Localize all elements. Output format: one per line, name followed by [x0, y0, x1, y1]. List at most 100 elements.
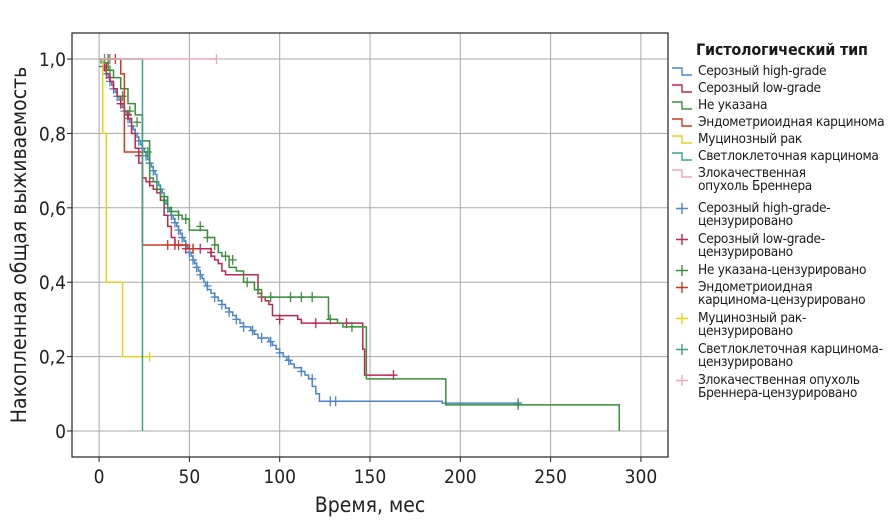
legend-item: Муцинозный рак — [668, 131, 894, 147]
legend-symbol — [676, 265, 688, 276]
legend-item: Злокачественная опухоль Бреннера — [668, 166, 894, 193]
censor-mark-3 — [174, 240, 183, 250]
censor-mark-1 — [196, 243, 205, 254]
legend-label: Муцинозный рак — [698, 131, 802, 147]
censor-mark-0 — [266, 336, 275, 347]
censor-mark-2 — [221, 251, 230, 262]
censor-mark-0 — [196, 269, 205, 280]
series-line-4 — [99, 58, 150, 358]
legend-label: Серозный low-grade — [698, 80, 821, 96]
censor-mark-0 — [284, 355, 293, 366]
legend-symbol — [672, 67, 692, 76]
censor-mark-0 — [170, 217, 179, 228]
legend-label: Муцинозный рак-цензурировано — [698, 310, 807, 339]
legend-item: Не указана — [668, 97, 894, 113]
censor-mark-2 — [203, 232, 212, 243]
censor-mark-2 — [347, 321, 356, 332]
x-tick-label: 100 — [263, 466, 296, 488]
censor-mark-2 — [118, 91, 127, 102]
legend-item: Серозный high-grade — [668, 63, 894, 79]
legend-label: Не указана-цензурировано — [698, 262, 867, 278]
legend-symbol — [676, 234, 688, 245]
legend-symbol-mark — [676, 375, 688, 386]
legend-label: Серозный high-grade-цензурировано — [698, 200, 831, 229]
x-axis: 0 50 100 150 200 250 300 — [94, 457, 657, 488]
y-axis-label: Накопленная общая выживаемость — [7, 67, 31, 423]
censor-mark-2 — [167, 206, 176, 217]
legend-label: Злокачественная опухоль Бреннера-цензурир… — [698, 372, 860, 401]
censor-mark-1 — [311, 318, 320, 329]
series-line-3 — [99, 58, 191, 249]
censor-mark-0 — [232, 314, 241, 325]
legend-symbol-mark — [676, 234, 688, 245]
legend-item: Светлоклеточная карцинома — [668, 148, 894, 164]
legend-item: Эндометриоидная карцинома — [668, 114, 894, 130]
legend-symbol — [676, 344, 688, 355]
legend-item: Эндометриоидная карцинома-цензурировано — [668, 280, 894, 307]
legend-label: Не указана — [698, 97, 768, 113]
censor-mark-2 — [174, 210, 183, 221]
censor-mark-0 — [134, 135, 143, 146]
censor-mark-0 — [225, 306, 234, 317]
legend-item: Светлоклеточная карцинома-цензурировано — [668, 341, 894, 370]
censor-mark-0 — [275, 347, 284, 358]
legend-symbol-mark — [676, 203, 688, 214]
legend-symbol-mark — [672, 169, 692, 178]
censor-mark-1 — [116, 98, 125, 109]
legend-symbol-mark — [672, 118, 692, 127]
y-axis: 0 0,2 0,4 0,6 0,8 1,0 — [39, 49, 72, 443]
censor-mark-0 — [331, 396, 340, 407]
censor-mark-2 — [210, 240, 219, 250]
censor-mark-0 — [178, 232, 187, 243]
legend-symbol — [672, 118, 692, 127]
legend-label: Светлоклеточная карцинома-цензурировано — [698, 341, 883, 370]
legend-symbol-mark — [672, 67, 692, 76]
legend-symbol — [676, 313, 688, 324]
censor-mark-0 — [189, 254, 198, 265]
censor-mark-2 — [143, 147, 152, 158]
censor-mark-0 — [217, 299, 226, 310]
legend-symbol-mark — [672, 152, 692, 161]
censor-mark-1 — [207, 247, 216, 258]
series-line-0 — [99, 58, 520, 404]
censor-mark-2 — [308, 292, 317, 303]
legend-symbol — [672, 135, 692, 144]
legend-symbol — [672, 84, 692, 93]
legend-symbol-mark — [676, 265, 688, 276]
x-tick-label: 250 — [534, 466, 567, 488]
censor-mark-0 — [297, 366, 306, 377]
legend-item: Серозный low-grade-цензурировано — [668, 231, 894, 260]
legend-symbol-mark — [672, 84, 692, 93]
censor-mark-4 — [145, 351, 154, 362]
censor-mark-2 — [228, 254, 237, 265]
legend-symbol — [672, 169, 692, 178]
legend-item: Злокачественная опухоль Бреннера-цензурир… — [668, 372, 894, 401]
x-tick-label: 0 — [94, 466, 105, 488]
y-tick-label: 0 — [55, 421, 66, 443]
censor-mark-2 — [133, 117, 142, 128]
legend-item: Не указана-цензурировано — [668, 262, 894, 278]
x-tick-label: 50 — [179, 466, 201, 488]
x-tick-label: 200 — [444, 466, 477, 488]
censor-mark-2 — [297, 292, 306, 303]
legend-item: Серозный high-grade-цензурировано — [668, 200, 894, 229]
censor-mark-0 — [248, 325, 257, 336]
y-tick-label: 0,4 — [39, 272, 66, 294]
legend-symbol — [672, 152, 692, 161]
censor-mark-2 — [286, 292, 295, 303]
legend-label: Светлоклеточная карцинома — [698, 148, 879, 164]
censor-mark-1 — [275, 314, 284, 325]
censor-mark-0 — [203, 280, 212, 291]
legend-label: Серозный low-grade-цензурировано — [698, 231, 825, 260]
legend-label: Серозный high-grade — [698, 63, 827, 79]
censor-mark-2 — [266, 292, 275, 303]
legend-symbol-mark — [676, 344, 688, 355]
censor-mark-2 — [514, 399, 523, 410]
x-axis-label: Время, мес — [315, 493, 425, 517]
censor-mark-2 — [326, 314, 335, 325]
legend-label: Эндометриоидная карцинома — [698, 114, 885, 130]
censor-mark-0 — [257, 332, 266, 343]
legend-symbol — [676, 203, 688, 214]
legend-symbol-mark — [676, 313, 688, 324]
